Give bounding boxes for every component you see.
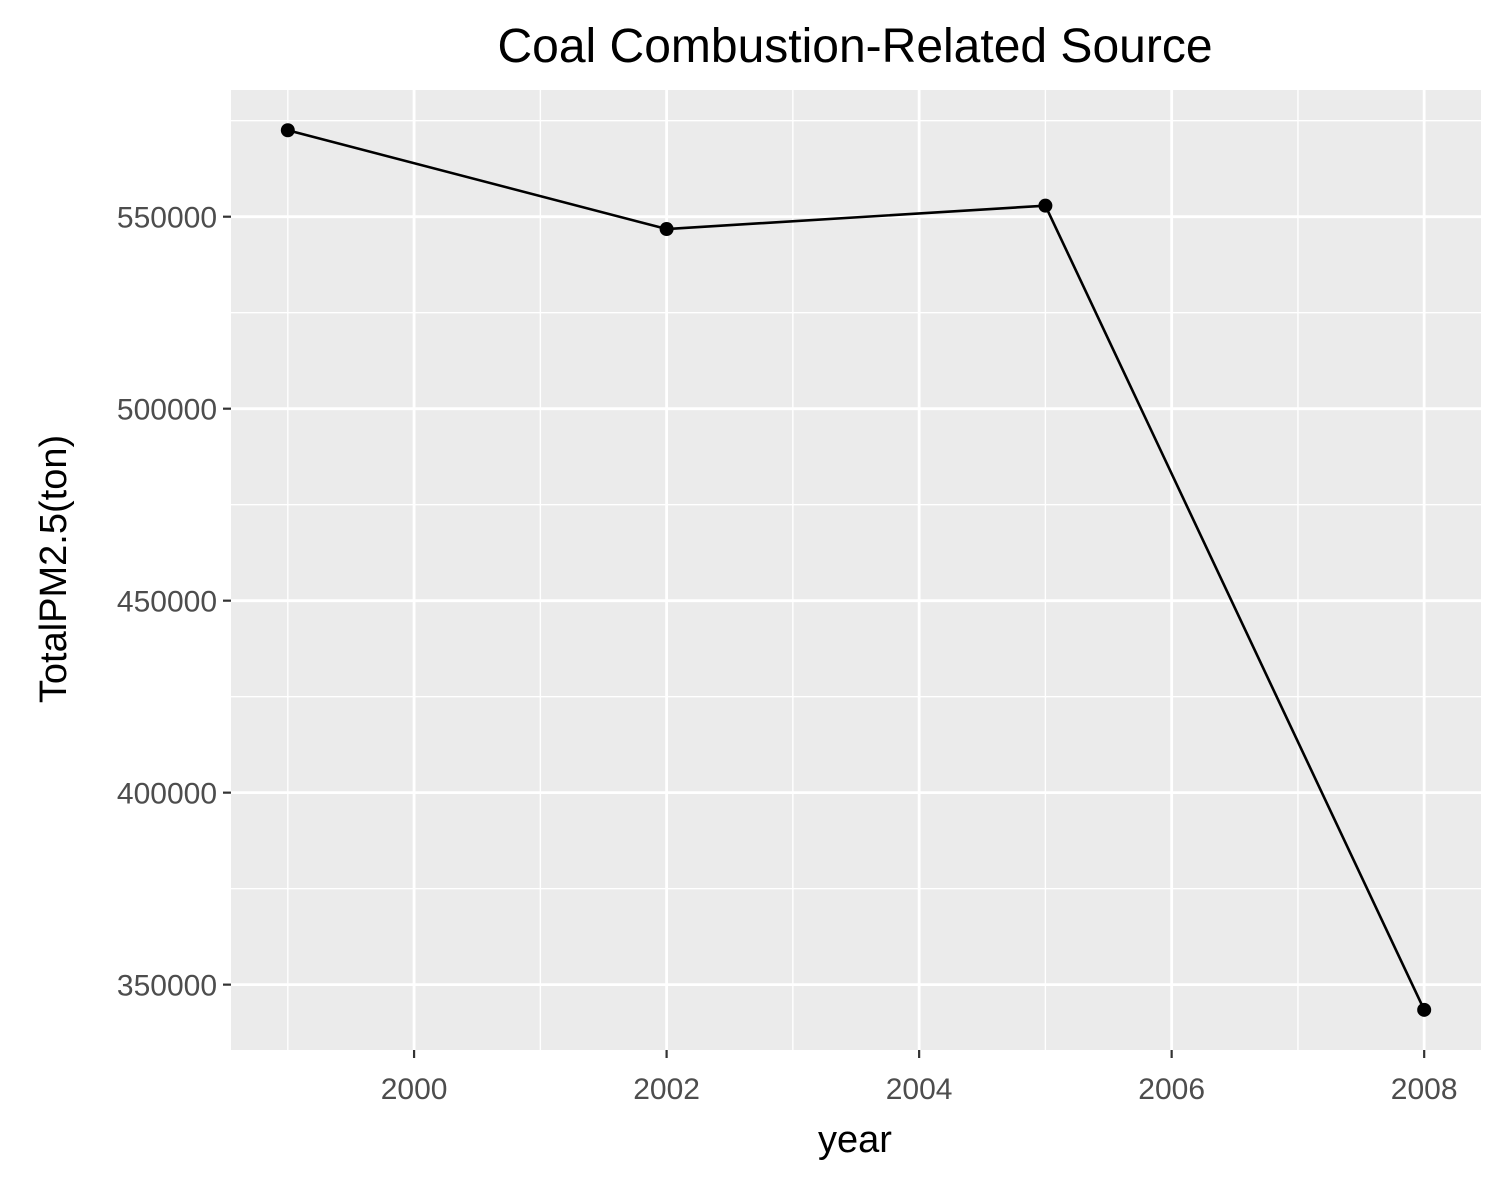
- data-point: [659, 222, 674, 237]
- chart-title: Coal Combustion-Related Source: [497, 20, 1212, 73]
- series-layer: [287, 128, 1426, 1011]
- y-tick-label: 450000: [117, 586, 217, 619]
- minor-gridlines: [231, 90, 1481, 1050]
- x-tick-label: 2008: [1391, 1073, 1458, 1106]
- x-tick-label: 2004: [886, 1073, 953, 1106]
- y-axis-title: TotalPM2.5(ton): [33, 435, 75, 703]
- y-tick-label: 550000: [117, 202, 217, 235]
- data-point: [280, 123, 295, 138]
- series-line: [287, 128, 1426, 1011]
- x-tick-label: 2006: [1138, 1073, 1205, 1106]
- x-tick-label: 2002: [633, 1073, 700, 1106]
- y-tick-label: 400000: [117, 778, 217, 811]
- y-tick-label: 500000: [117, 394, 217, 427]
- plot-panel: [231, 90, 1481, 1050]
- points-layer: [280, 123, 1432, 1017]
- major-gridlines: [231, 90, 1481, 1050]
- y-axis: 350000 400000 450000 500000 550000: [117, 202, 231, 1003]
- x-axis-title: year: [818, 1119, 892, 1161]
- x-tick-label: 2000: [381, 1073, 448, 1106]
- y-tick-label: 350000: [117, 970, 217, 1003]
- x-axis: 2000 2002 2004 2006 2008: [381, 1050, 1458, 1106]
- data-point: [1417, 1002, 1432, 1017]
- data-point: [1038, 198, 1053, 213]
